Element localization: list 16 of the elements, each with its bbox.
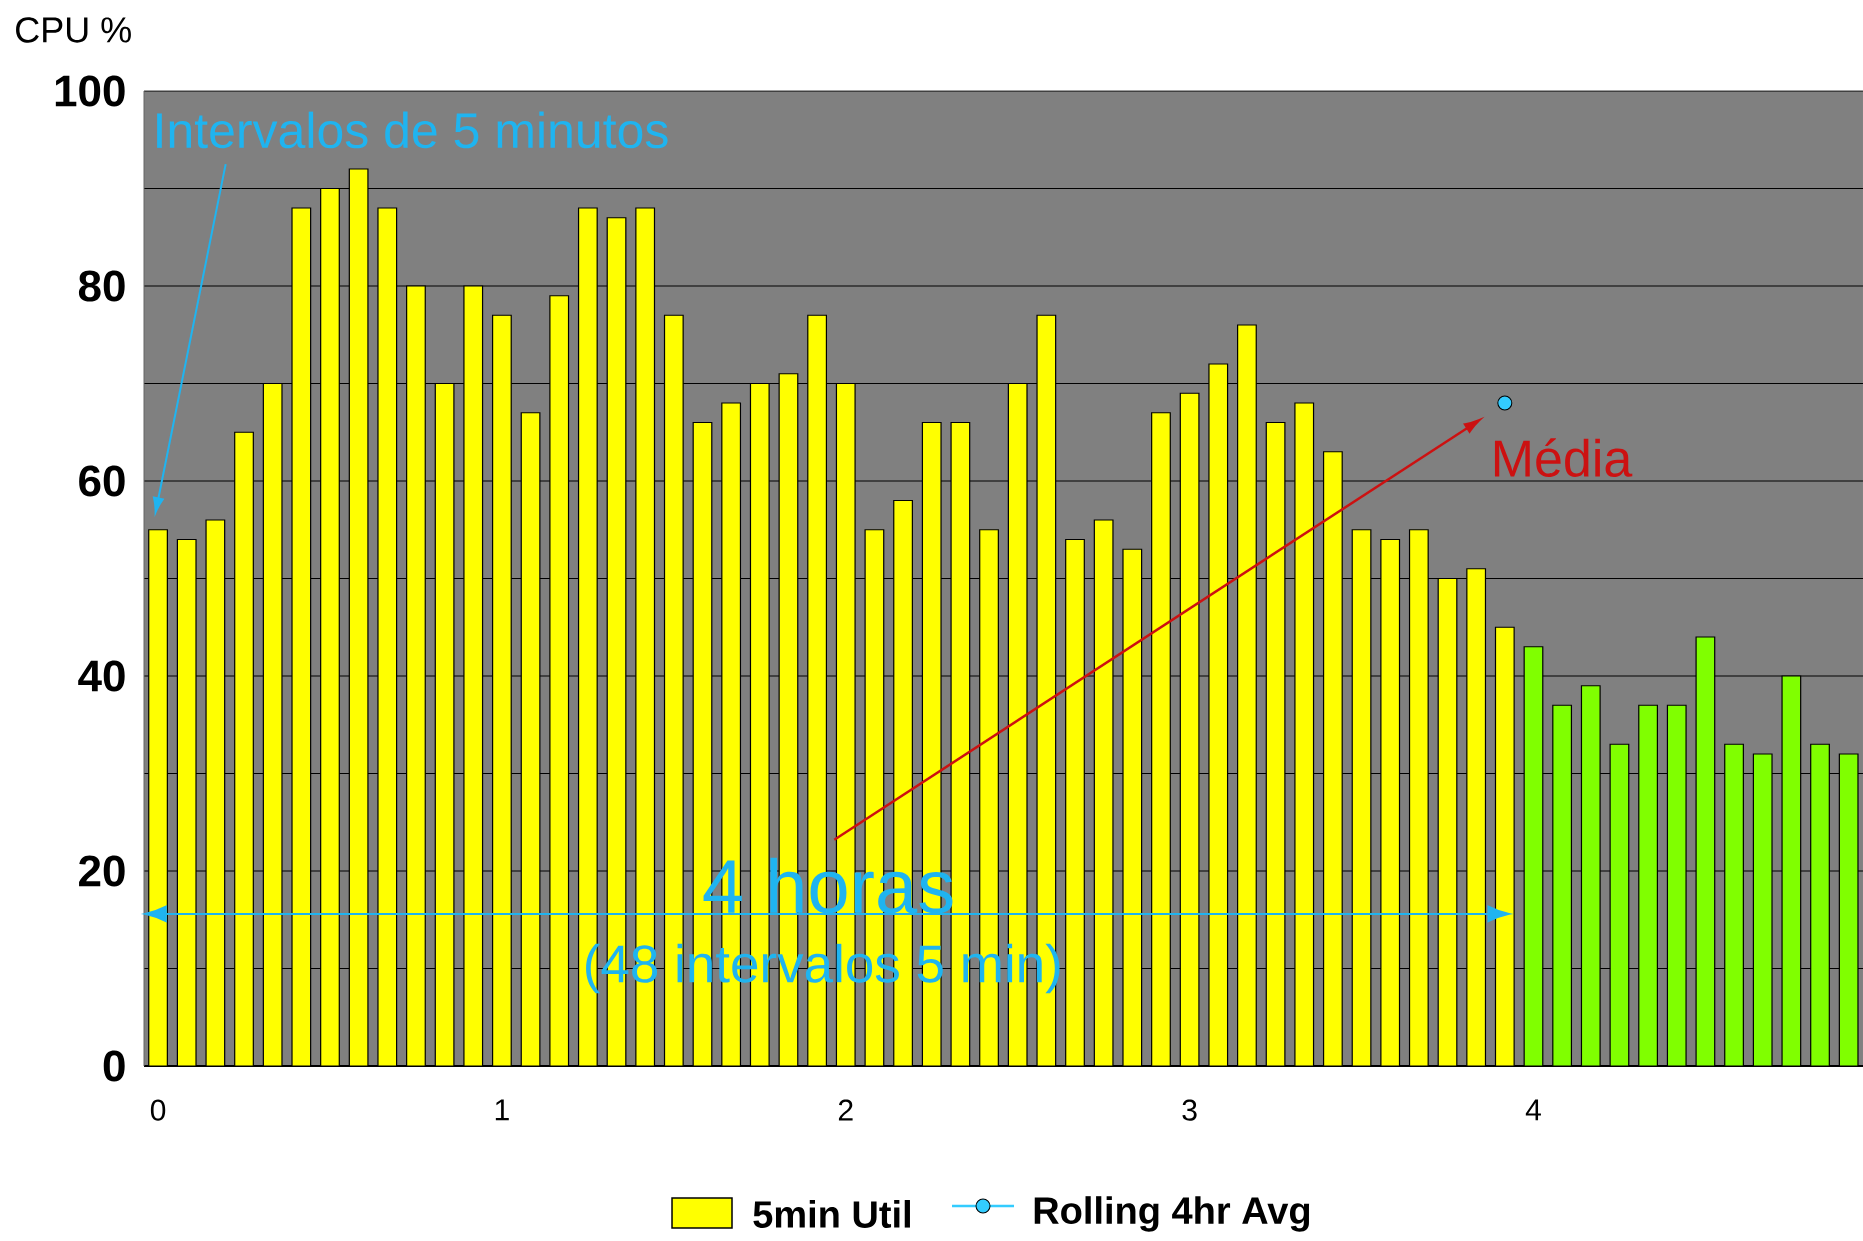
y-tick-label: 0 (103, 1050, 125, 1082)
y-tick-label: 20 (79, 855, 125, 887)
x-tick-label: 3 (1182, 1099, 1197, 1121)
y-tick-label: 80 (78, 270, 125, 302)
x-tick-label: 0 (150, 1099, 166, 1121)
legend-label: 5min Util (753, 1200, 910, 1228)
y-tick-label: 60 (79, 465, 125, 497)
annotation: Média (1494, 438, 1633, 477)
y-tick-label: 100 (55, 75, 125, 107)
annotation: Intervalos de 5 minutos (157, 111, 668, 149)
x-tick-label: 2 (838, 1099, 853, 1121)
x-tick-label: 1 (495, 1099, 509, 1121)
x-tick-label: 4 (1525, 1099, 1541, 1121)
legend-label: Rolling 4hr Avg (1034, 1196, 1310, 1232)
y-axis-title: CPU % (16, 17, 131, 43)
y-tick-label: 40 (78, 660, 125, 692)
